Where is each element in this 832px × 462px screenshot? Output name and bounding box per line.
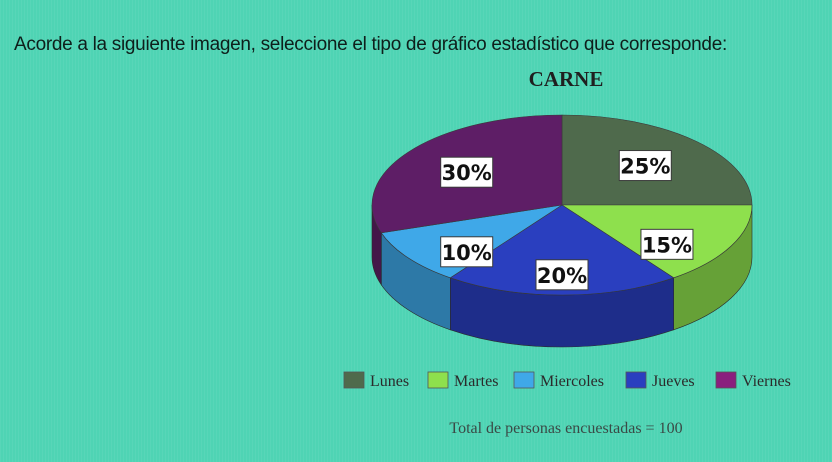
legend-label: Martes	[454, 373, 498, 390]
legend-swatch	[625, 371, 647, 389]
legend-swatch	[715, 371, 737, 389]
legend-swatch	[343, 371, 365, 389]
legend-swatch	[427, 371, 449, 389]
legend-item-viernes: Viernes	[715, 371, 791, 390]
legend-item-lunes: Lunes	[343, 371, 409, 390]
pie-label-box	[618, 150, 672, 182]
pie-label-text: 15%	[642, 233, 692, 257]
pie-label-jueves: 20%	[535, 259, 589, 291]
pie-label-text: 10%	[442, 241, 492, 265]
pie-label-martes: 15%	[640, 228, 694, 260]
legend-label: Lunes	[370, 373, 409, 390]
pie-label-text: 25%	[620, 155, 670, 179]
legend-swatch	[513, 371, 535, 389]
legend-item-jueves: Jueves	[625, 371, 695, 390]
legend-item-martes: Martes	[427, 371, 498, 390]
pie-label-box	[640, 228, 694, 260]
pie-label-text: 30%	[442, 161, 492, 185]
pie-label-text: 20%	[537, 264, 587, 288]
pie-label-miercoles: 10%	[440, 236, 494, 268]
legend-label: Miercoles	[540, 373, 604, 390]
total-note: Total de personas encuestadas = 100	[449, 420, 682, 437]
pie-label-box	[535, 259, 589, 291]
legend: Lunes Martes Miercoles Jueves Viernes	[343, 371, 791, 390]
pie-label-box	[440, 156, 494, 188]
question-text: Acorde a la siguiente imagen, seleccione…	[14, 34, 727, 55]
pie-label-viernes: 30%	[440, 156, 494, 188]
chart-title: CARNE	[529, 67, 604, 91]
legend-item-miercoles: Miercoles	[513, 371, 604, 390]
pie-label-lunes: 25%	[618, 150, 672, 182]
pie-label-box	[440, 236, 494, 268]
legend-label: Viernes	[742, 373, 791, 390]
pie-labels: 25% 15% 20% 10% 30%	[440, 150, 694, 291]
pie-slice-jueves	[449, 204, 675, 296]
legend-label: Jueves	[652, 373, 695, 390]
